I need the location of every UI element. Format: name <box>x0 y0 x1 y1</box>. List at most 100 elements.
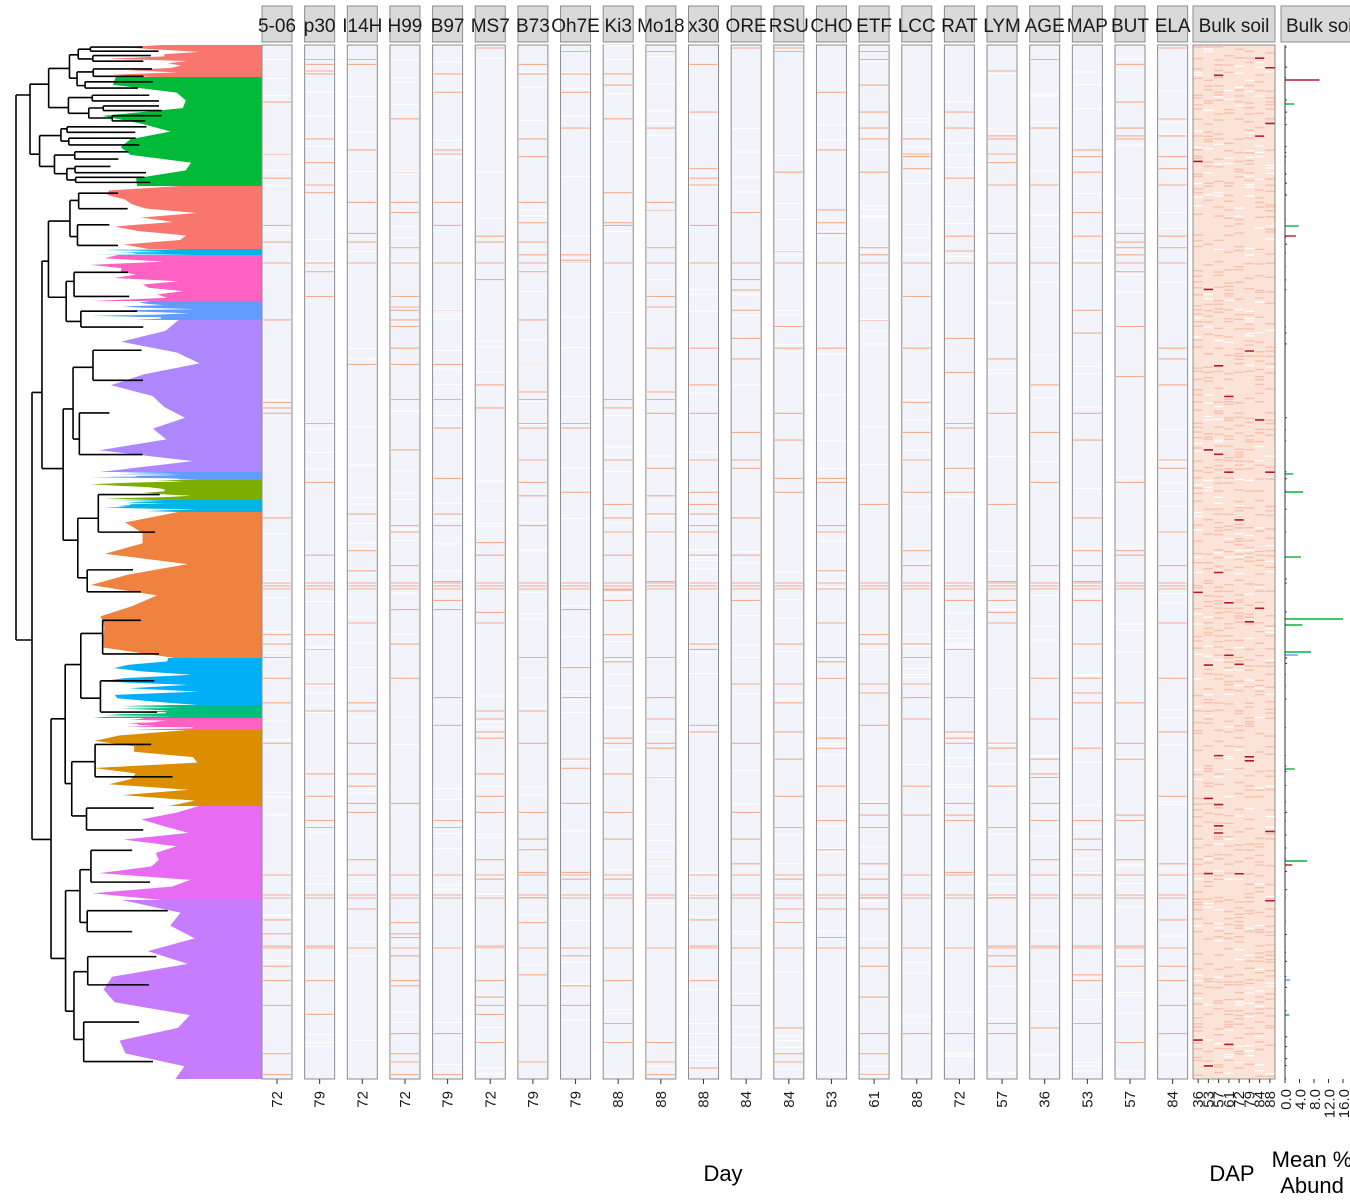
x-axis-title: Day <box>703 1161 742 1186</box>
panel-day-tick-label: 61 <box>866 1091 883 1108</box>
panel-ELA: ELA 84 <box>1155 5 1191 1108</box>
panel-day-tick-label: 84 <box>781 1091 798 1108</box>
panel-abundance-cells <box>348 58 377 949</box>
panel-header <box>858 5 890 43</box>
panel-abundance-cells <box>1030 58 1059 1029</box>
panel-p30: p30 79 <box>304 5 336 1108</box>
panel-label: CHO <box>810 16 852 37</box>
panel-empty-cells <box>860 61 889 1076</box>
panel-header <box>986 5 1018 43</box>
panel-label: LYM <box>983 16 1021 37</box>
panel-day-tick-label: 84 <box>1165 1091 1182 1108</box>
panel-label: B97 <box>431 16 465 37</box>
tree-clade-4 <box>92 249 262 255</box>
bulk-panel-header <box>1192 5 1276 43</box>
panel-label: MS7 <box>471 16 510 37</box>
panel-B97: B97 79 <box>431 5 465 1108</box>
panel-abundance-cells <box>689 63 718 1069</box>
bulk-x-axis-title: DAP <box>1209 1161 1254 1186</box>
panel-ORE: ORE 84 <box>726 5 767 1108</box>
panel-header <box>1071 5 1103 43</box>
tree-clade-10 <box>103 500 262 512</box>
panel-LCC: LCC 88 <box>898 5 936 1108</box>
panel-empty-cells <box>1030 93 1059 1056</box>
panel-label: x30 <box>688 16 719 37</box>
panel-label: LCC <box>898 16 936 37</box>
panel-abundance-cells <box>1116 63 1144 1044</box>
bar-tick-label: 4.0 <box>1293 1089 1310 1110</box>
panel-day-tick-label: 36 <box>1037 1091 1054 1108</box>
panel-header <box>943 5 975 43</box>
tree-clade-5 <box>90 255 262 301</box>
panel-empty-cells <box>1116 58 1144 1072</box>
panel-empty-cells <box>604 44 633 1078</box>
tree-clade-15 <box>93 730 262 806</box>
panel-label: ELA <box>1155 16 1191 37</box>
panel-label: BUT <box>1111 16 1149 37</box>
panel-day-tick-label: 53 <box>823 1091 840 1108</box>
panel-label: RSU <box>769 16 809 37</box>
panel-day-tick-label: 79 <box>525 1091 542 1108</box>
panel-header <box>1114 5 1146 43</box>
panel-day-tick-label: 79 <box>312 1091 329 1108</box>
tree-clade-14 <box>124 718 263 730</box>
bulk-tick-label: 53 <box>1200 1091 1217 1108</box>
panel-MS7: MS7 72 <box>471 5 510 1108</box>
panel-day-tick-label: 84 <box>738 1091 755 1108</box>
panel-Oh7E: Oh7E 79 <box>551 5 600 1108</box>
panel-day-tick-label: 72 <box>951 1091 968 1108</box>
panel-day-tick-label: 57 <box>994 1091 1011 1108</box>
panel-header <box>517 5 549 43</box>
panel-background <box>858 44 890 1080</box>
panel-background <box>432 44 464 1080</box>
panel-abundance-cells <box>902 138 931 1035</box>
panel-CHO: CHO 53 <box>810 5 853 1108</box>
panel-BUT: BUT 57 <box>1111 5 1149 1108</box>
panel-empty-cells <box>305 91 334 1047</box>
tree-clade-6 <box>91 301 263 320</box>
bar-x-axis-title-line2: Abund <box>1280 1173 1344 1198</box>
panel-header <box>560 5 592 43</box>
panel-day-tick-label: 88 <box>696 1091 713 1108</box>
bar-tick-label: 12.0 <box>1322 1089 1339 1118</box>
panel-background <box>1029 44 1061 1080</box>
panel-header <box>730 5 762 43</box>
panel-empty-cells <box>732 128 761 1048</box>
panel-label: p30 <box>304 16 336 37</box>
heatmap-panels: 5-0672p3079I14H72H9972B9779MS772B7379Oh7… <box>258 5 1191 1108</box>
panel-empty-cells <box>774 155 803 1070</box>
bulk-tick-label: 61 <box>1221 1091 1238 1108</box>
panel-label: H99 <box>388 16 423 37</box>
bulk-cells-medium <box>1193 46 1275 1077</box>
bar-tick-label: 0.0 <box>1278 1089 1295 1110</box>
bar-panel-label: Bulk soil <box>1286 16 1350 37</box>
panel-H99: H99 72 <box>388 5 423 1108</box>
panel-empty-cells <box>902 118 931 1077</box>
panel-day-tick-label: 72 <box>482 1091 499 1108</box>
panel-empty-cells <box>988 73 1017 1074</box>
bulk-cells-zero <box>1193 48 1275 1075</box>
panel-abundance-cells <box>263 101 291 1076</box>
bulk-panel-label: Bulk soil <box>1199 16 1270 37</box>
bulk-cells-high <box>1193 57 1275 1067</box>
panel-background <box>815 44 847 1080</box>
tree-clade-13 <box>93 705 263 718</box>
tree-branches <box>15 46 173 1063</box>
panel-MAP: MAP 53 <box>1067 5 1108 1108</box>
panel-Ki3: Ki3 88 <box>602 5 634 1108</box>
panel-abundance-cells <box>390 118 419 1076</box>
panel-B73: B73 79 <box>516 5 550 1108</box>
panel-background <box>389 44 421 1080</box>
panel-day-tick-label: 72 <box>269 1091 286 1108</box>
panel-background <box>517 44 549 1080</box>
panel-empty-cells <box>561 72 590 1021</box>
panel-day-tick-label: 53 <box>1079 1091 1096 1108</box>
panel-header <box>389 5 421 43</box>
panel-background <box>346 44 378 1080</box>
panel-empty-cells <box>348 96 377 1041</box>
tree-clade-16 <box>92 806 263 900</box>
panel-abundance-cells <box>518 63 547 1063</box>
tree-clade-7 <box>99 320 263 472</box>
